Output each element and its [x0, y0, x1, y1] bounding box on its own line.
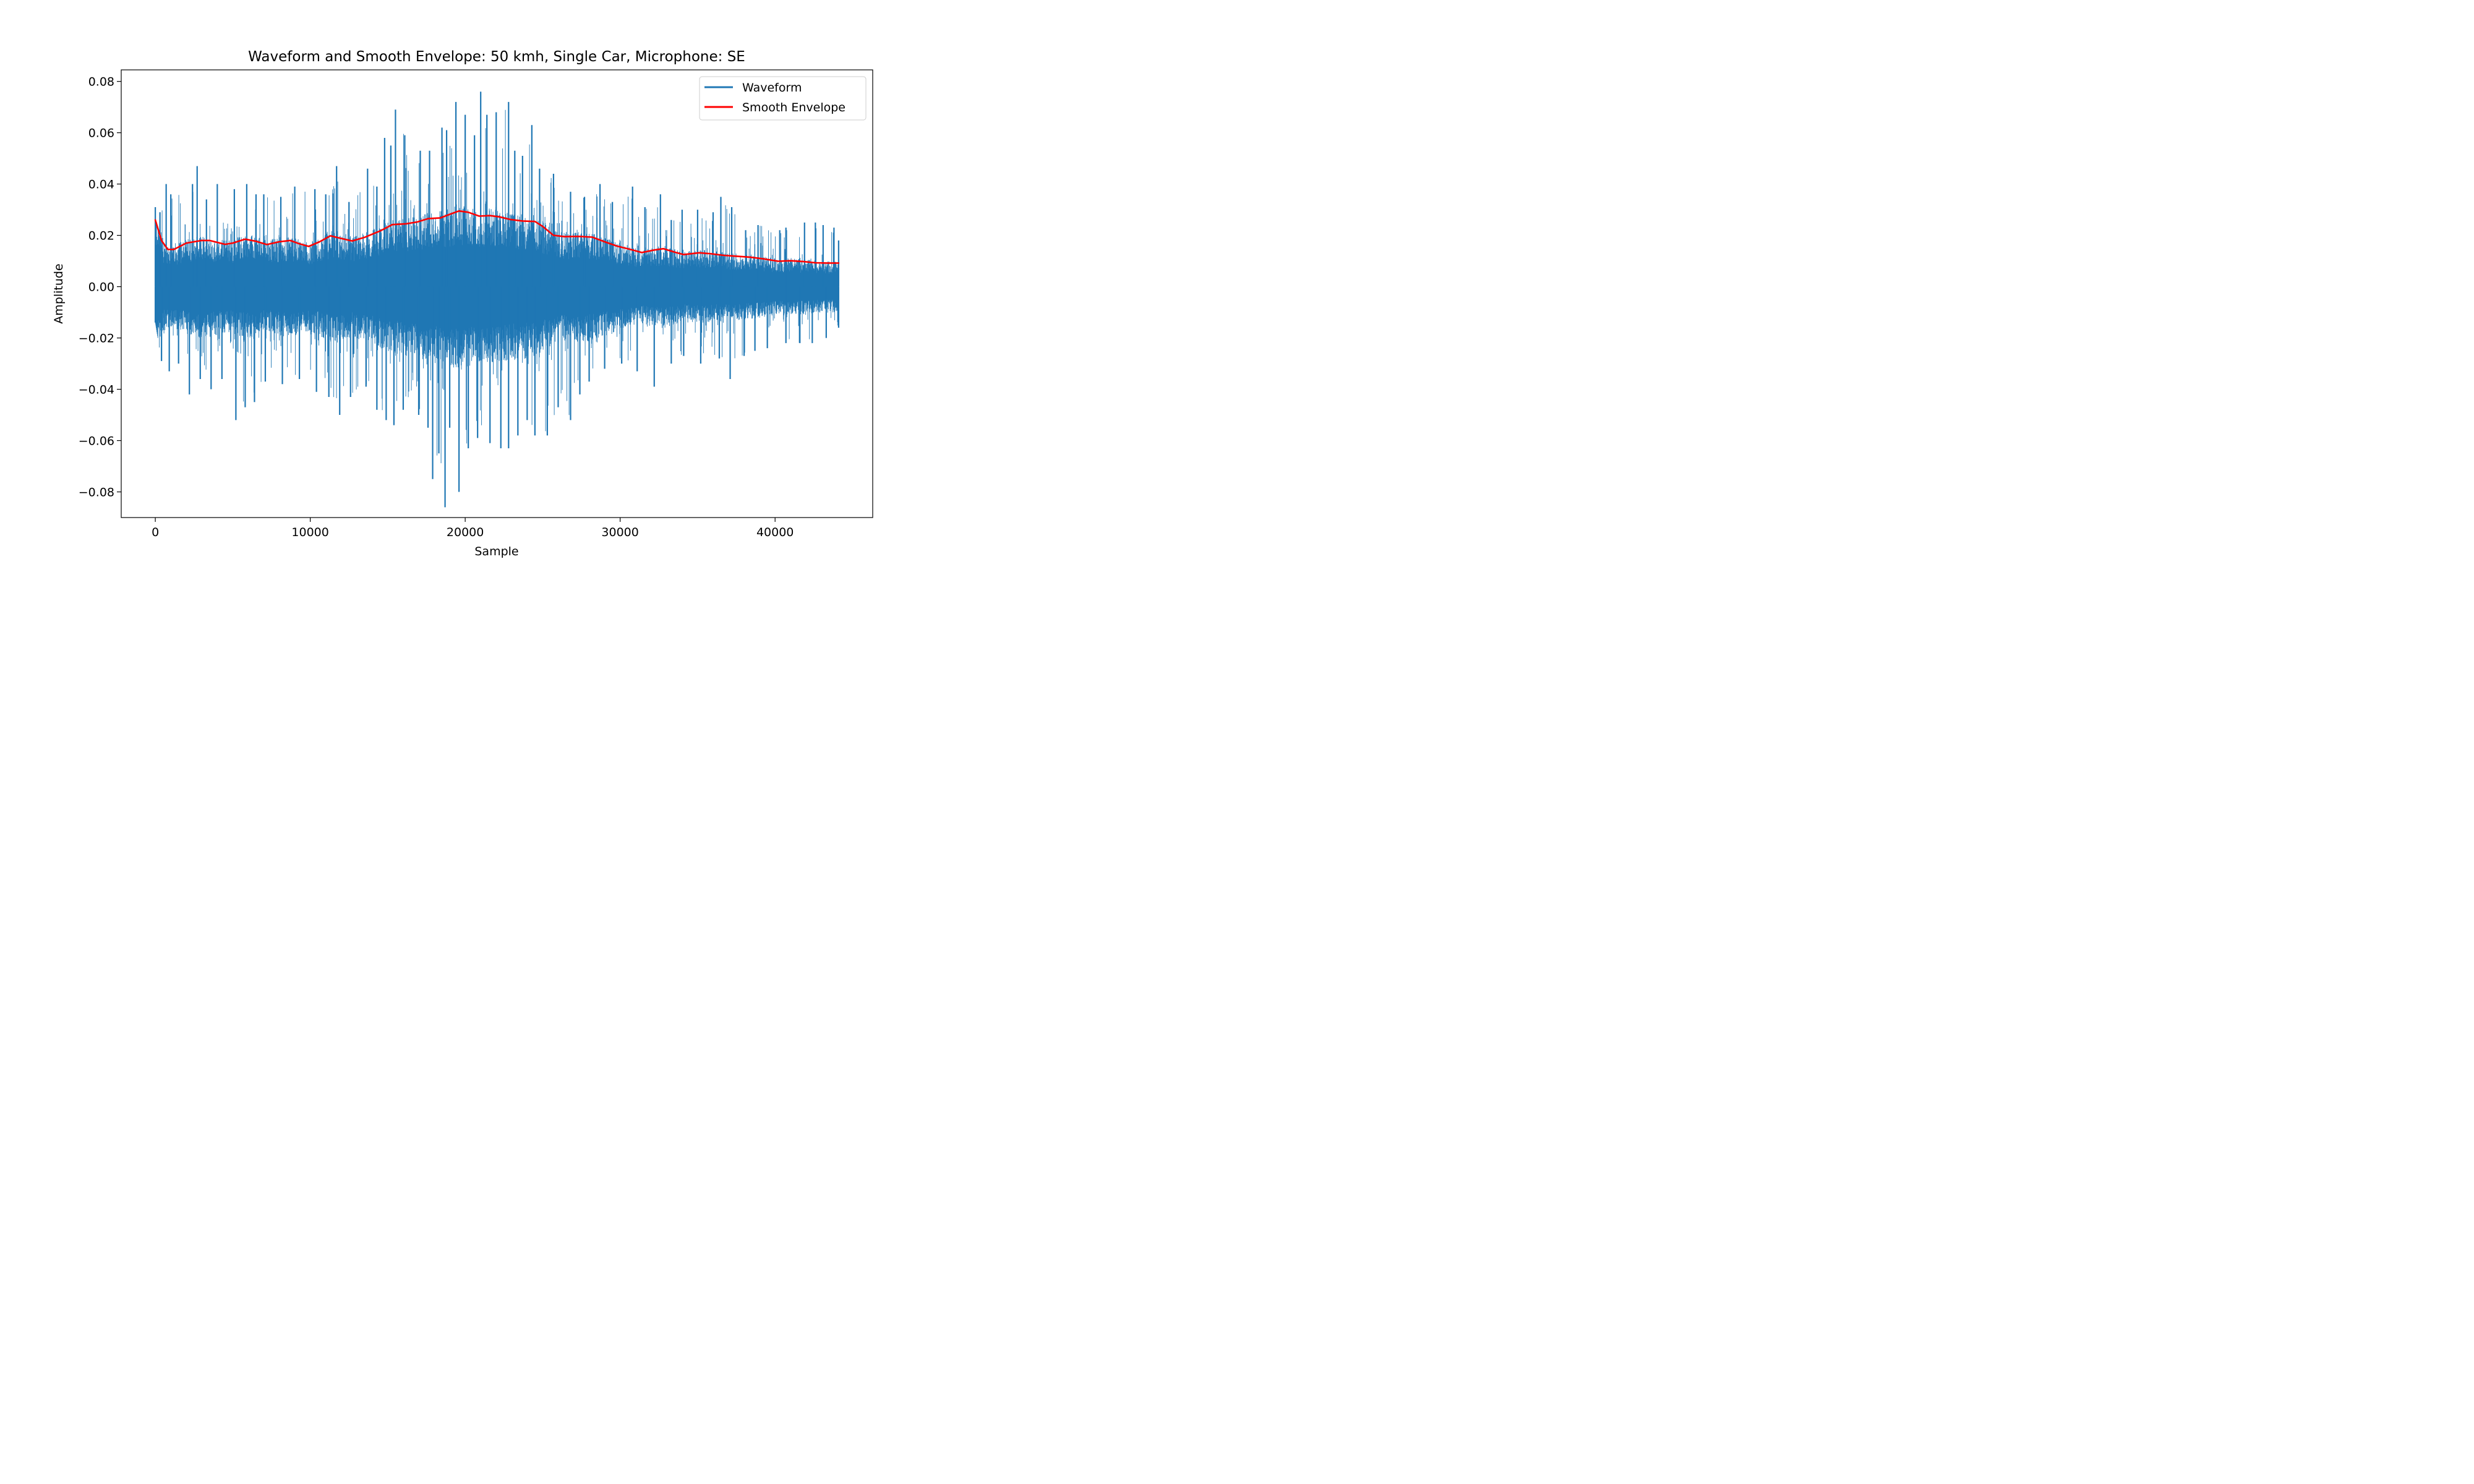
y-tick-label: 0.00 — [88, 281, 114, 294]
y-tick-label: −0.06 — [79, 435, 114, 448]
legend-label-envelope: Smooth Envelope — [742, 101, 845, 114]
y-axis-label: Amplitude — [52, 263, 66, 323]
x-tick-label: 10000 — [291, 526, 328, 539]
waveform-series — [155, 109, 839, 464]
x-axis-label: Sample — [474, 545, 518, 558]
y-tick-label: 0.06 — [88, 127, 114, 140]
y-tick-label: 0.08 — [88, 75, 114, 89]
x-tick-label: 0 — [152, 526, 159, 539]
x-tick-label: 20000 — [447, 526, 484, 539]
smooth-envelope-line — [154, 210, 840, 264]
y-axis: −0.08 −0.06 −0.04 −0.02 0.00 0.02 0.04 0.06 0.08 — [79, 75, 121, 500]
legend: Waveform Smooth Envelope — [699, 76, 867, 121]
chart-title: Waveform and Smooth Envelope: 50 kmh, Si… — [248, 49, 745, 65]
y-tick-label: 0.02 — [88, 229, 114, 243]
plot-area — [154, 92, 840, 508]
waveform-envelope-chart: Waveform and Smooth Envelope: 50 kmh, Si… — [52, 49, 873, 558]
y-tick-label: −0.02 — [79, 332, 114, 346]
plot-frame — [121, 69, 873, 518]
x-tick-label: 30000 — [601, 526, 638, 539]
y-tick-label: 0.04 — [88, 178, 114, 192]
y-tick-label: −0.04 — [79, 383, 114, 397]
x-axis: 0 10000 20000 30000 40000 — [152, 518, 794, 539]
x-tick-label: 40000 — [756, 526, 794, 539]
legend-label-waveform: Waveform — [742, 81, 802, 95]
legend-box — [699, 76, 867, 121]
y-tick-label: −0.08 — [79, 486, 114, 500]
